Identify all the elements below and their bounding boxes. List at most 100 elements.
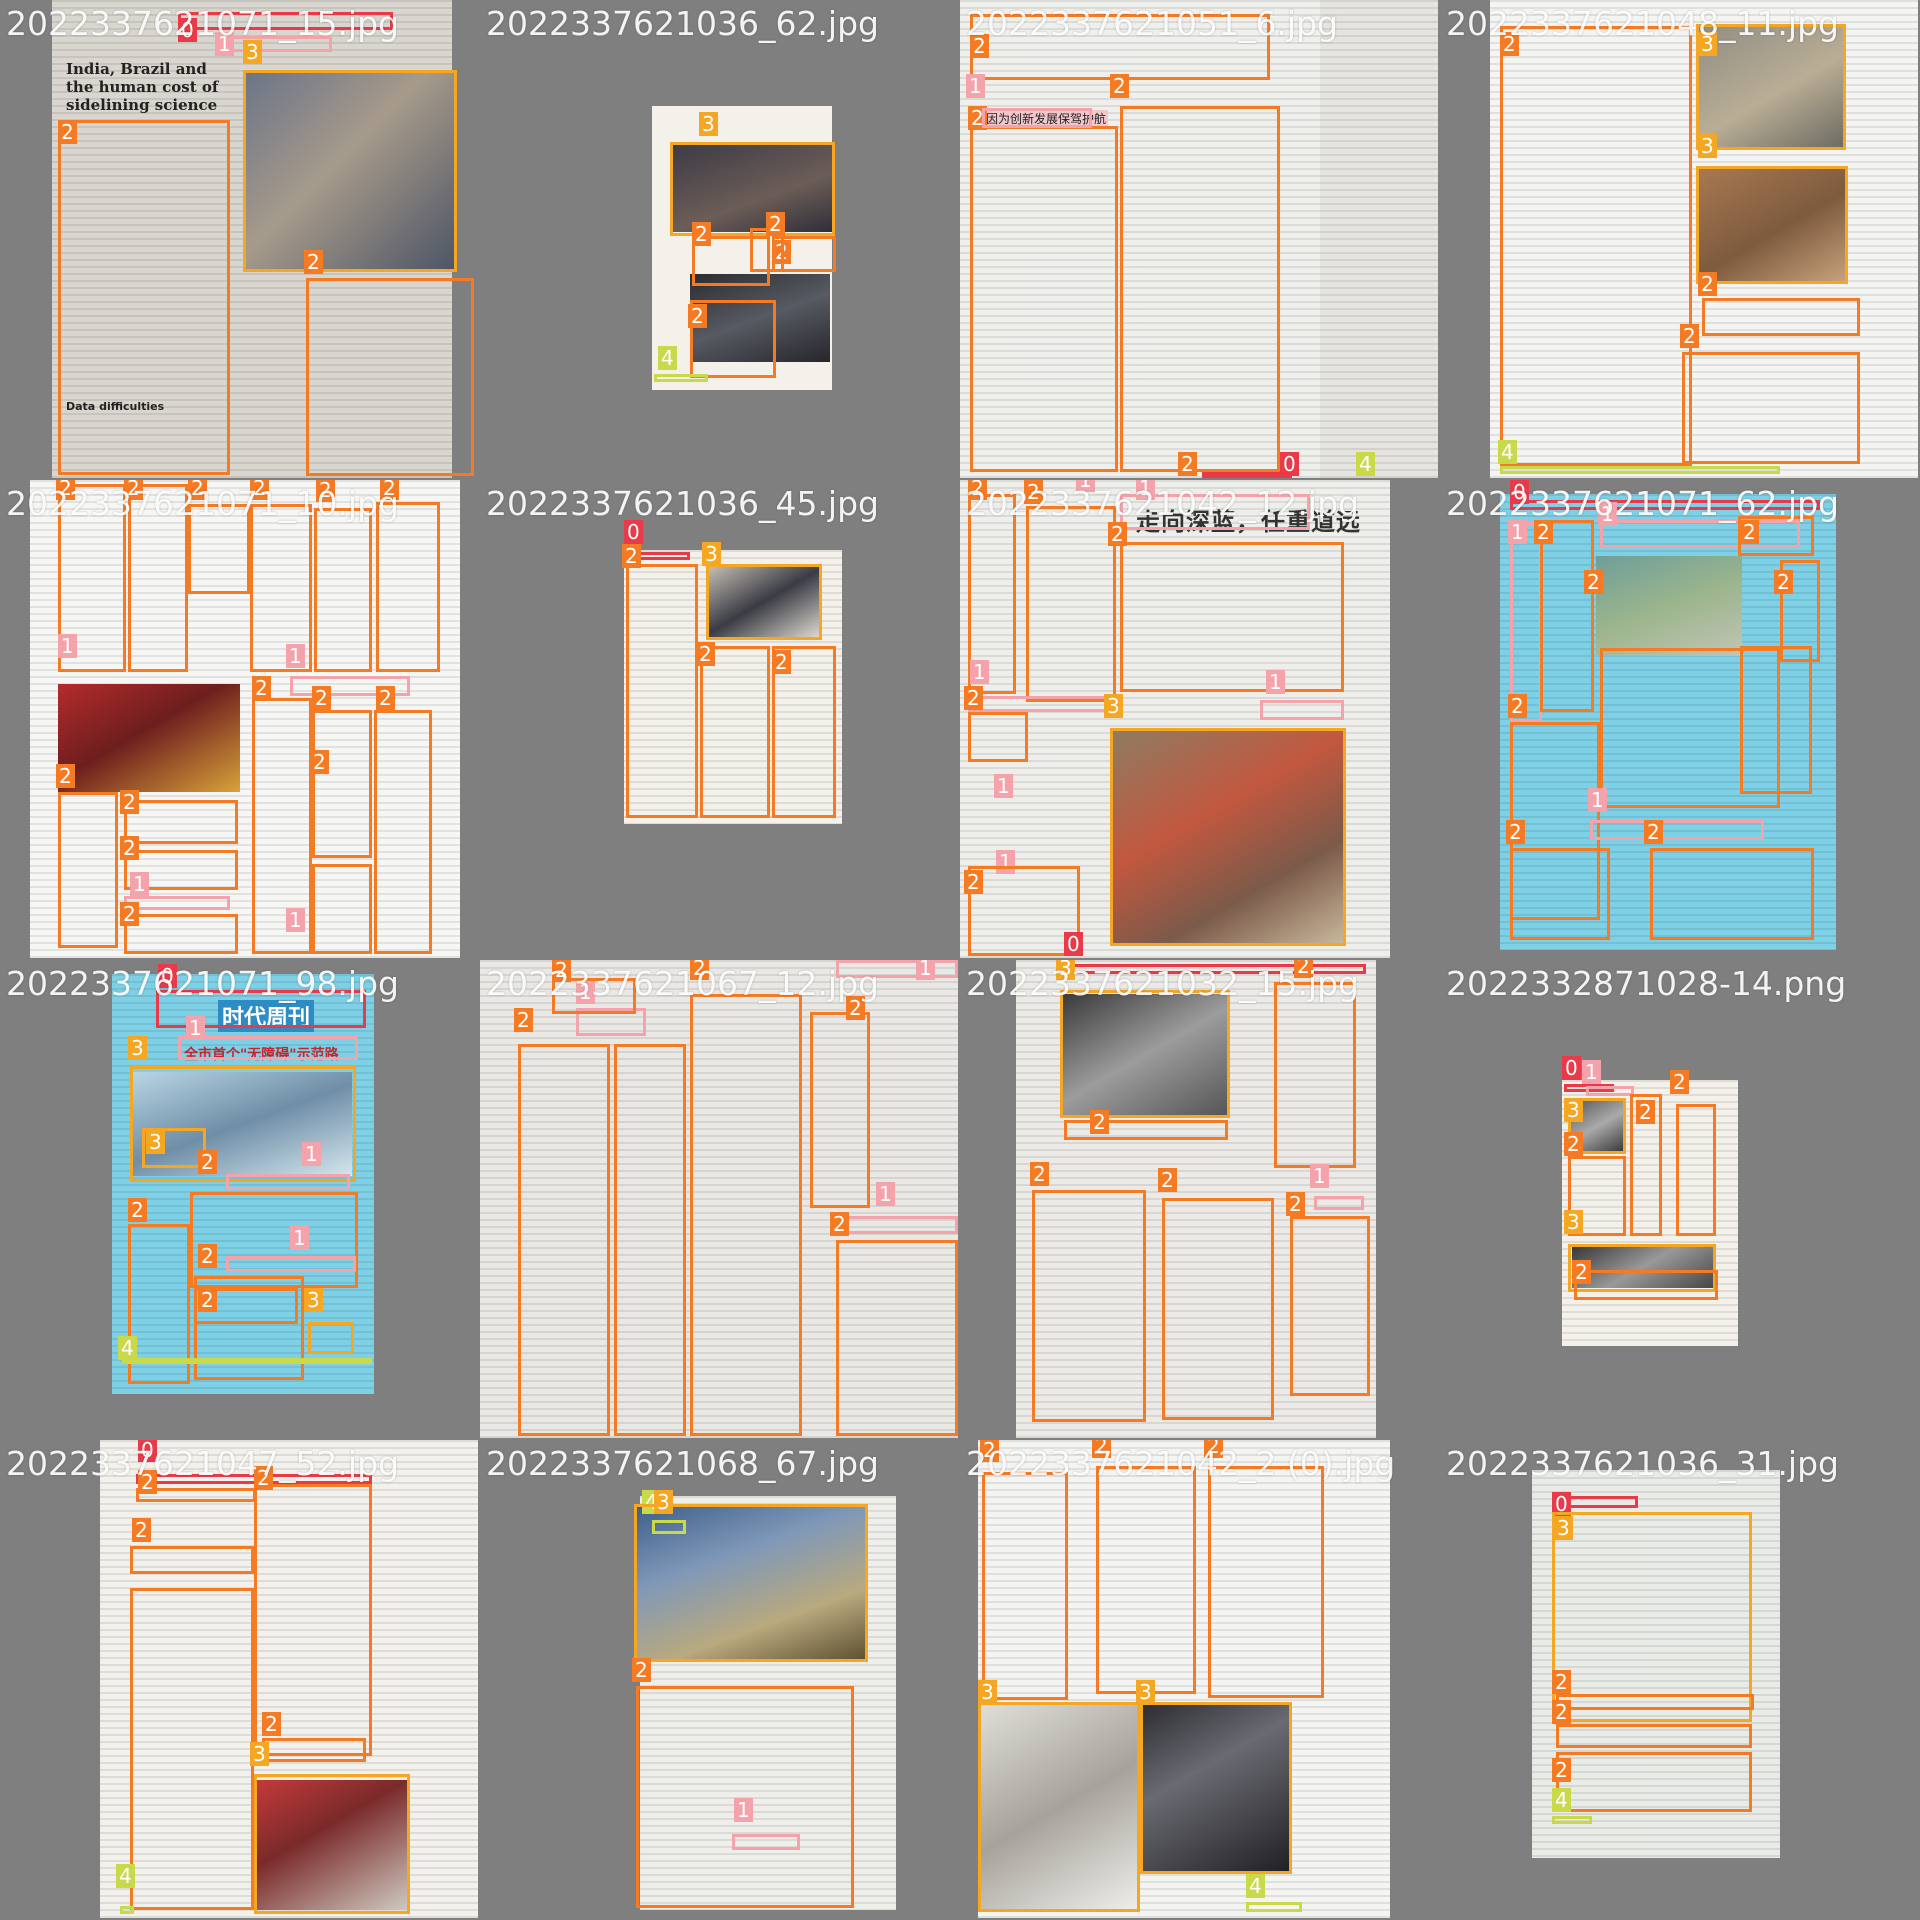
bbox-label: 2	[1508, 694, 1527, 718]
bbox-label: 2	[1572, 1260, 1591, 1284]
bbox-text	[124, 914, 238, 954]
document-page	[1532, 1470, 1780, 1858]
bbox-image	[1568, 1244, 1716, 1292]
tile-filename: 2022337621051_6.jpg	[966, 4, 1338, 43]
bbox-label: 2	[1178, 452, 1197, 476]
bbox-subtitle	[576, 1008, 646, 1036]
tile-2: 3 2 2 2 2 4 2022337621036_62.jpg	[480, 0, 958, 478]
bbox-label: 2	[980, 1440, 999, 1462]
bbox-text	[124, 850, 238, 890]
bbox-label: 3	[1698, 32, 1717, 56]
bbox-label: 2	[1024, 480, 1043, 504]
bbox-text	[58, 120, 230, 475]
bbox-label: 4	[118, 1336, 137, 1360]
bbox-label: 1	[1598, 502, 1617, 526]
bbox-page	[122, 1358, 372, 1364]
tile-filename: 2022337621036_31.jpg	[1446, 1444, 1839, 1483]
bbox-label: 2	[56, 480, 75, 500]
bbox-image	[634, 1504, 868, 1662]
bbox-subtitle	[290, 676, 410, 696]
bbox-label: 2	[696, 642, 715, 666]
bbox-label: 2	[254, 1466, 273, 1490]
bbox-label: 2	[632, 1658, 651, 1682]
bbox-label: 2	[622, 544, 641, 568]
book-page-right	[1320, 0, 1438, 478]
bbox-label: 0	[624, 520, 643, 544]
bbox-label: 3	[243, 40, 262, 64]
bbox-text	[1556, 1724, 1752, 1748]
bbox-label: 3	[1104, 694, 1123, 718]
bbox-label: 1	[286, 908, 305, 932]
bbox-label: 2	[552, 960, 571, 982]
bbox-label: 2	[1584, 570, 1603, 594]
interview-photo	[706, 566, 820, 638]
bbox-text	[1120, 106, 1280, 472]
bbox-label: 2	[766, 212, 785, 236]
bbox-label: 2	[128, 1198, 147, 1222]
bbox-text	[1556, 1694, 1754, 1710]
section-heading: 因为创新发展保驾护航	[984, 110, 1109, 127]
bbox-text	[1740, 646, 1812, 794]
bbox-label: 0	[1562, 1056, 1581, 1080]
bbox-text	[810, 1012, 870, 1208]
tile-9: 时代周刊 全市首个"无障碍"示范路 0 1 3 3 1 2 2 1 2 2 3 …	[0, 960, 478, 1438]
bbox-text	[1290, 1216, 1370, 1396]
bbox-label: 1	[1508, 520, 1527, 544]
bbox-text	[1274, 982, 1356, 1168]
bbox-text	[700, 646, 770, 818]
bbox-label: 2	[120, 836, 139, 860]
bbox-subtitle	[226, 1256, 356, 1272]
bbox-label: 2	[312, 686, 331, 710]
bbox-text	[262, 1738, 366, 1762]
tile-10: 2 1 2 2 2 1 1 2 2022337621067_12.jpg	[480, 960, 958, 1438]
bbox-label: 2	[198, 1150, 217, 1174]
bbox-subtitle	[124, 896, 230, 910]
tile-filename: 2022337621042_12.jpg	[966, 484, 1359, 523]
nature-subsection: Data difficulties	[66, 400, 165, 413]
bbox-label: 2	[132, 1518, 151, 1542]
tile-filename: 2022332871028-14.png	[1446, 964, 1847, 1003]
monitor-photo	[1140, 1702, 1290, 1872]
bbox-label: 2	[310, 750, 329, 774]
tile-filename: 2022337621067_12.jpg	[486, 964, 879, 1003]
couple-photo	[1062, 994, 1228, 1116]
bbox-label: 2	[690, 960, 709, 980]
bbox-label: 2	[1670, 1070, 1689, 1094]
bbox-text	[58, 792, 118, 948]
bbox-label: 3	[250, 1742, 269, 1766]
bbox-text	[1026, 506, 1116, 702]
bbox-label: 2	[514, 1008, 533, 1032]
group-photo	[690, 274, 830, 362]
bbox-label: 0	[178, 18, 197, 42]
bbox-label: 4	[1356, 452, 1375, 476]
tile-13: 0 2 2 2 2 3 4 2022337621047_52.jpg	[0, 1440, 478, 1918]
aerial-town-photo	[1596, 556, 1742, 656]
bbox-label: 1	[58, 634, 77, 658]
bbox-text	[374, 710, 432, 954]
bbox-label: 1	[1136, 480, 1155, 500]
bbox-label: 2	[964, 870, 983, 894]
bbox-image	[1696, 24, 1846, 150]
bbox-text	[188, 504, 250, 594]
bbox-label: 2	[120, 790, 139, 814]
bbox-text	[130, 1588, 254, 1910]
bbox-label: 1	[916, 960, 935, 980]
bbox-text	[312, 864, 372, 954]
bbox-text	[518, 1044, 610, 1436]
bbox-label: 2	[1030, 1162, 1049, 1186]
tile-filename: 2022337621048_11.jpg	[1446, 4, 1839, 43]
bbox-text	[312, 710, 372, 858]
bbox-label: 4	[116, 1864, 135, 1888]
bbox-label: 0	[1510, 480, 1529, 504]
bbox-subtitle	[1600, 520, 1800, 548]
bbox-text	[254, 1484, 372, 1756]
bbox-label: 3	[978, 1680, 997, 1704]
bbox-image	[1696, 166, 1848, 284]
bbox-label: 2	[1110, 74, 1129, 98]
bbox-text	[968, 494, 1016, 694]
bbox-label: 0	[138, 1440, 157, 1462]
bbox-label: 2	[198, 1244, 217, 1268]
tile-filename: 2022337621036_62.jpg	[486, 4, 879, 43]
tile-filename: 2022337621068_67.jpg	[486, 1444, 879, 1483]
bbox-label: 3	[1564, 1210, 1583, 1234]
